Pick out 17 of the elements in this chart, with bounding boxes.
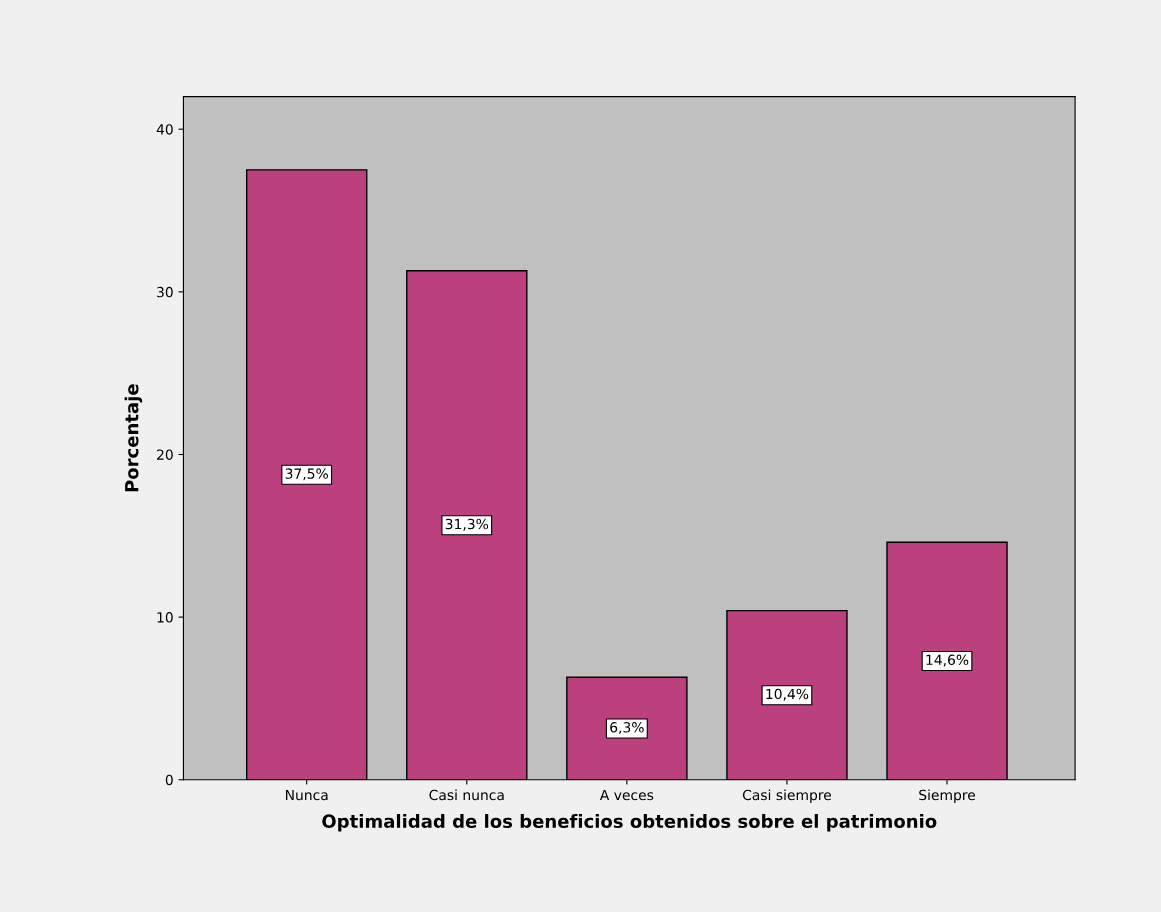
data-label: 37,5% <box>285 468 328 481</box>
data-label: 14,6% <box>926 654 969 667</box>
x-tick-label: Siempre <box>919 789 976 803</box>
y-tick-label: 10 <box>157 612 173 623</box>
y-tick-label: 30 <box>157 286 173 298</box>
data-label: 31,3% <box>445 518 489 531</box>
y-axis-title: Porcentaje <box>124 384 143 492</box>
x-axis-title: Optimalidad de los beneficios obtenidos sobre el patrimonio <box>322 814 937 832</box>
x-tick-label: Nunca <box>285 789 328 801</box>
x-tick-label: A veces <box>599 789 654 801</box>
x-tick-label: Casi siempre <box>742 789 832 803</box>
y-tick-label: 40 <box>156 124 173 135</box>
data-label: 10,4% <box>766 688 809 701</box>
data-label: 6,3% <box>610 722 644 734</box>
y-tick-label: 0 <box>165 774 173 786</box>
y-tick-label: 20 <box>157 449 173 460</box>
x-tick-label: Casi nunca <box>429 789 504 801</box>
